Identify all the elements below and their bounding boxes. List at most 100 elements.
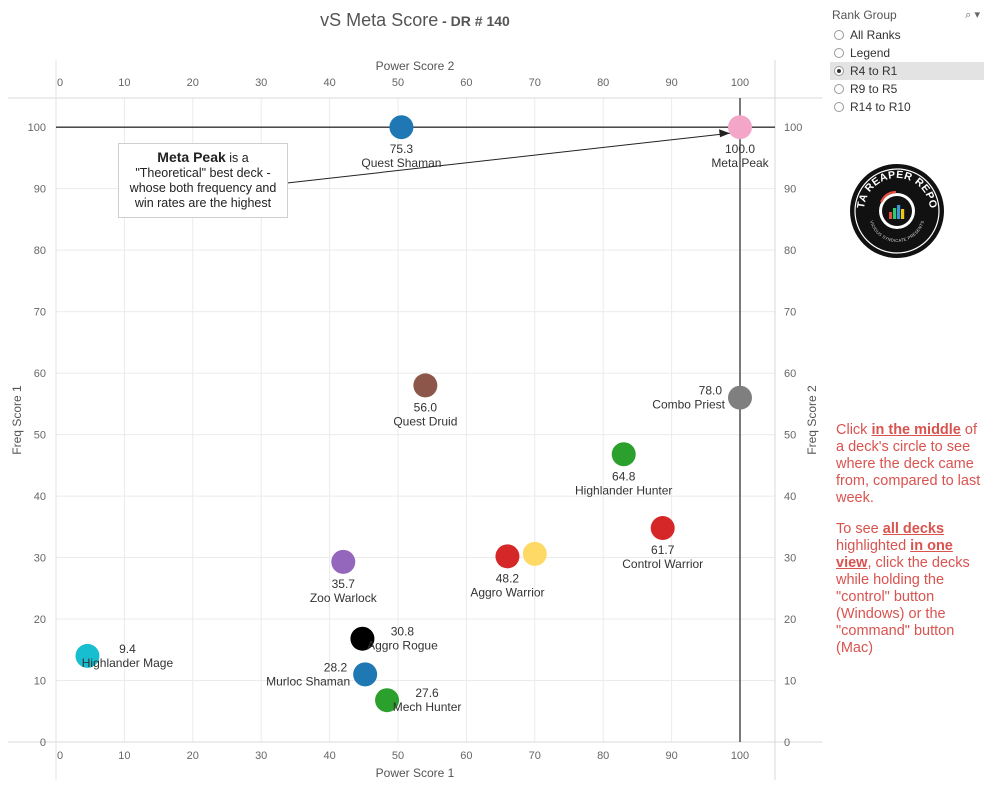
y-tick-label-right: 0 (784, 737, 790, 749)
axes: 0010102020303040405050606070708080909010… (8, 59, 822, 780)
radio-button[interactable] (834, 48, 844, 58)
x-tick-label-top: 70 (529, 77, 541, 89)
rank-option[interactable]: R9 to R5 (830, 80, 984, 98)
instructions-text: Click in the middle of a deck's circle t… (836, 422, 986, 671)
meta-peak-annotation: Meta Peak is a "Theoretical" best deck -… (118, 143, 288, 218)
y-tick-label-left: 80 (34, 245, 46, 257)
deck-score-label: 30.8 (391, 625, 415, 639)
deck-score-label: 48.2 (496, 571, 520, 585)
radio-button[interactable] (834, 30, 844, 40)
y-tick-label-left: 40 (34, 491, 46, 503)
deck-point[interactable] (375, 688, 400, 713)
x-tick-label-bottom: 30 (255, 750, 267, 762)
x-tick-label-bottom: 0 (57, 750, 63, 762)
instr-emphasis: in one view (836, 538, 953, 571)
annotation-line4: win rates are the highest (134, 196, 272, 210)
instr-text: Click (836, 422, 872, 438)
rank-option-label: R9 to R5 (850, 82, 898, 96)
x-tick-label-bottom: 10 (118, 750, 130, 762)
y-axis-title-right: Freq Score 2 (805, 385, 819, 455)
deck-point[interactable] (75, 643, 100, 668)
deck-name-label: Murloc Shaman (266, 674, 350, 688)
annotation-bold: Meta Peak (157, 149, 226, 165)
rank-option[interactable]: Legend (830, 44, 984, 62)
reference-lines (56, 98, 775, 742)
deck-score-label: 35.7 (332, 577, 356, 591)
x-tick-label-bottom: 40 (323, 750, 335, 762)
deck-name-label: Highlander Hunter (575, 483, 672, 497)
x-tick-label-bottom: 90 (665, 750, 677, 762)
rank-option[interactable]: All Ranks (830, 26, 984, 44)
deck-point[interactable] (522, 541, 547, 566)
deck-point[interactable] (728, 115, 752, 140)
y-tick-label-right: 90 (784, 184, 796, 196)
deck-name-label: Aggro Warrior (470, 585, 544, 599)
rank-option-label: R14 to R10 (850, 100, 911, 114)
y-tick-label-left: 60 (34, 368, 46, 380)
deck-score-label: 64.8 (612, 469, 636, 483)
radio-button[interactable] (834, 102, 844, 112)
y-tick-label-right: 100 (784, 122, 802, 134)
annotation-line1: is a (225, 151, 249, 165)
y-tick-label-right: 10 (784, 676, 796, 688)
deck-point[interactable] (611, 442, 636, 467)
deck-name-label: Quest Druid (393, 414, 457, 428)
instr-text: To see (836, 521, 883, 537)
deck-point[interactable] (728, 385, 752, 410)
deck-point[interactable] (650, 516, 675, 541)
x-tick-label-top: 40 (323, 77, 335, 89)
data-points[interactable] (75, 115, 752, 713)
rank-option-label: All Ranks (850, 28, 901, 42)
y-axis-title-left: Freq Score 1 (10, 385, 24, 455)
x-tick-label-top: 100 (731, 77, 749, 89)
deck-name-label: Mech Hunter (393, 700, 462, 714)
title-main: vS Meta Score (320, 10, 439, 30)
deck-name-label: Meta Peak (711, 156, 769, 170)
y-tick-label-left: 30 (34, 553, 46, 565)
instr-text: , click the decks while holding the "con… (836, 555, 970, 656)
annotation-line2: "Theoretical" best deck - (135, 166, 271, 180)
rank-group-filter[interactable]: Rank Group ⌕ ▾ All Ranks Legend R4 to R1 R9… (830, 6, 984, 116)
y-tick-label-left: 10 (34, 676, 46, 688)
x-axis-title-bottom: Power Score 1 (376, 766, 455, 780)
rank-option[interactable]: R14 to R10 (830, 98, 984, 116)
deck-name-label: Control Warrior (622, 557, 703, 571)
filter-title: Rank Group ⌕ ▾ (830, 6, 984, 26)
deck-score-label: 27.6 (415, 686, 439, 700)
radio-button[interactable] (834, 66, 844, 76)
deck-point[interactable] (413, 373, 438, 398)
scatter-chart[interactable]: 0010102020303040405050606070708080909010… (0, 0, 830, 795)
filter-title-label: Rank Group (832, 8, 897, 22)
x-tick-label-bottom: 80 (597, 750, 609, 762)
deck-point[interactable] (350, 626, 375, 651)
x-tick-label-top: 60 (460, 77, 472, 89)
rank-option[interactable]: R4 to R1 (830, 62, 984, 80)
filter-options[interactable]: All Ranks Legend R4 to R1 R9 to R5 R14 to R1… (830, 26, 984, 116)
x-tick-label-bottom: 60 (460, 750, 472, 762)
y-tick-label-left: 90 (34, 184, 46, 196)
deck-score-label: 28.2 (324, 660, 348, 674)
x-tick-label-bottom: 50 (392, 750, 404, 762)
deck-point[interactable] (331, 549, 356, 574)
search-dropdown-icon[interactable]: ⌕ ▾ (965, 9, 980, 21)
x-tick-label-top: 80 (597, 77, 609, 89)
deck-score-label: 100.0 (725, 142, 755, 156)
deck-point[interactable] (495, 544, 520, 569)
radio-button[interactable] (834, 84, 844, 94)
deck-point[interactable] (353, 662, 378, 687)
x-tick-label-top: 50 (392, 77, 404, 89)
instruction-all-decks: To see all decks highlighted in one view… (836, 521, 986, 657)
rank-option-label: R4 to R1 (850, 64, 898, 78)
deck-point[interactable] (389, 115, 414, 140)
instr-text: of a deck's circle to see where the deck… (836, 422, 981, 506)
y-tick-label-right: 80 (784, 245, 796, 257)
y-tick-label-left: 20 (34, 614, 46, 626)
annotation-arrow (286, 129, 731, 184)
y-tick-label-right: 70 (784, 307, 796, 319)
instr-text: highlighted (836, 538, 911, 554)
y-tick-label-right: 30 (784, 553, 796, 565)
y-tick-label-left: 70 (34, 307, 46, 319)
deck-name-label: Aggro Rogue (367, 639, 438, 653)
y-tick-label-right: 60 (784, 368, 796, 380)
deck-score-label: 78.0 (699, 384, 723, 398)
